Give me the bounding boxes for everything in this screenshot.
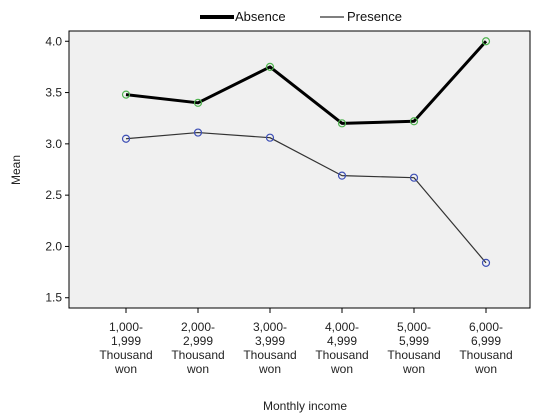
plot-area (68, 30, 531, 309)
legend-label-presence: Presence (347, 9, 402, 24)
x-tick-label: won (402, 362, 425, 376)
x-tick-label: won (186, 362, 209, 376)
data-point-presence (121, 134, 131, 143)
x-tick-label: Thousand (171, 348, 224, 362)
x-tick-label: 5,000- (397, 320, 431, 334)
data-point-presence (193, 128, 203, 137)
y-axis: 1.5 2.0 2.5 3.0 3.5 4.0 (45, 34, 69, 305)
y-axis-title: Mean (9, 155, 23, 185)
y-tick-label: 2.0 (45, 239, 62, 253)
data-point-absence (265, 62, 275, 72)
x-tick-label: 6,000- (469, 320, 503, 334)
series-line-presence (125, 131, 487, 264)
x-tick-label: 2,999 (183, 334, 213, 348)
data-point-absence (193, 98, 203, 107)
y-tick-label: 2.5 (45, 188, 62, 202)
y-tick-label: 4.0 (45, 34, 62, 48)
x-tick-label: won (114, 362, 137, 376)
x-axis: 1,000-1,999Thousandwon2,000-2,999Thousan… (99, 308, 513, 376)
data-point-presence (481, 258, 491, 267)
x-tick-label: won (330, 362, 353, 376)
x-tick-label: 1,999 (111, 334, 141, 348)
x-tick-label: 6,999 (471, 334, 501, 348)
x-tick-label: 4,000- (325, 320, 359, 334)
y-tick-label: 3.0 (45, 137, 62, 151)
data-point-absence (481, 37, 491, 46)
data-point-presence (409, 173, 419, 182)
x-tick-label: Thousand (315, 348, 368, 362)
x-tick-label: 4,999 (327, 334, 357, 348)
data-point-absence (121, 90, 131, 99)
data-point-absence (409, 117, 419, 126)
x-tick-label: 3,999 (255, 334, 285, 348)
data-point-presence (337, 171, 347, 180)
series-layer (121, 37, 491, 267)
legend-label-absence: Absence (235, 9, 286, 24)
y-tick-label: 3.5 (45, 86, 62, 100)
legend: Absence Presence (200, 9, 402, 24)
y-tick-label: 1.5 (45, 291, 62, 305)
x-tick-label: 5,999 (399, 334, 429, 348)
x-tick-label: 1,000- (109, 320, 143, 334)
data-point-absence (337, 119, 347, 128)
x-tick-label: Thousand (387, 348, 440, 362)
x-tick-label: Thousand (459, 348, 512, 362)
x-tick-label: Thousand (243, 348, 296, 362)
x-axis-title: Monthly income (263, 399, 347, 413)
data-point-presence (265, 133, 275, 142)
x-tick-label: 3,000- (253, 320, 287, 334)
x-tick-label: 2,000- (181, 320, 215, 334)
x-tick-label: won (258, 362, 281, 376)
x-tick-label: Thousand (99, 348, 152, 362)
x-tick-label: won (474, 362, 497, 376)
series-line-absence (125, 40, 488, 125)
